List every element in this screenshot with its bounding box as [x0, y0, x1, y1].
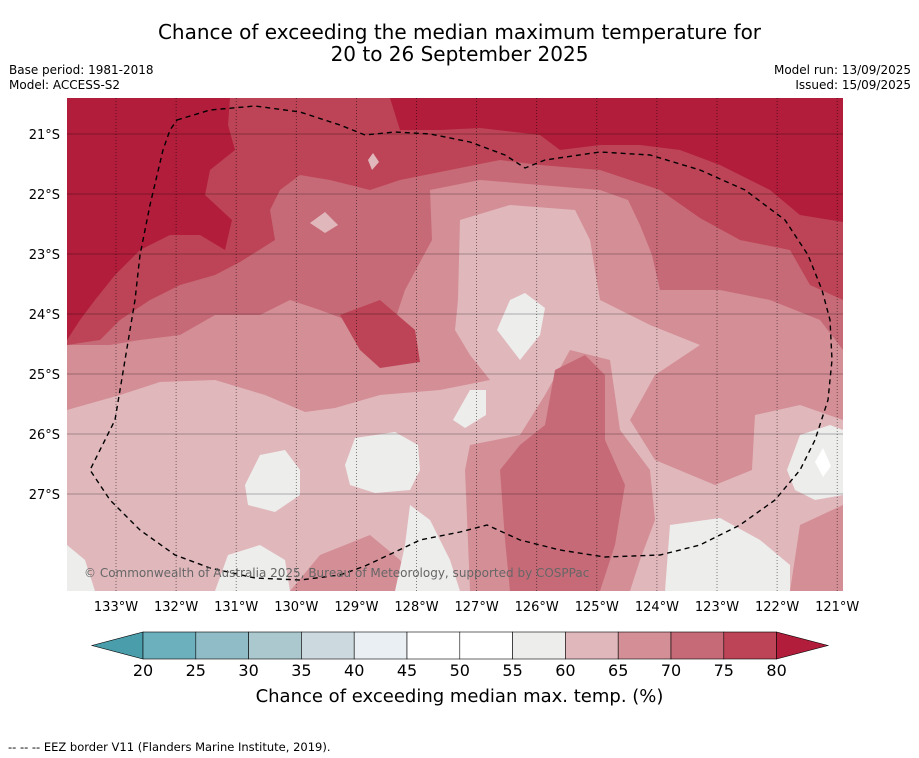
- colorbar-tick-label: 75: [714, 661, 734, 680]
- map-title-line1: Chance of exceeding the median maximum t…: [157, 20, 762, 44]
- latitude-label: 22°S: [29, 188, 60, 203]
- contour-55-60-i: [215, 545, 290, 591]
- colorbar-tick-label: 50: [450, 661, 470, 680]
- contour-above-80-west: [67, 98, 235, 340]
- issued-label: Issued: 15/09/2025: [795, 78, 911, 92]
- contour-60-65-island-b: [368, 153, 379, 170]
- contour-55-60-a: [497, 293, 545, 360]
- longitude-label: 122°W: [755, 600, 799, 615]
- latitude-label: 27°S: [29, 488, 60, 503]
- longitude-label: 125°W: [575, 600, 619, 615]
- contour-60-65-island-a: [310, 212, 338, 233]
- latitude-label: 25°S: [29, 368, 60, 383]
- colorbar: [90, 631, 830, 660]
- longitude-label: 130°W: [274, 600, 318, 615]
- contour-60-65-island-c: [69, 446, 76, 464]
- colorbar-bin: [406, 631, 461, 660]
- contour-55-60-d: [245, 450, 300, 512]
- colorbar-extend-low: [90, 631, 144, 660]
- contour-55-60-e: [787, 425, 843, 500]
- colorbar-bin: [195, 631, 249, 660]
- contour-65-70-se: [790, 505, 843, 591]
- colorbar-tick-label: 25: [186, 661, 206, 680]
- contour-55-60-h: [67, 545, 95, 591]
- longitude-label: 127°W: [455, 600, 499, 615]
- colorbar-bin: [142, 631, 197, 660]
- latitude-label: 26°S: [29, 428, 60, 443]
- contour-55-60-b: [453, 390, 486, 428]
- longitude-label: 128°W: [394, 600, 438, 615]
- eez-border: [89, 105, 833, 581]
- contour-55-60-g: [665, 518, 790, 591]
- copyright-text: © Commonwealth of Australia 2025, Bureau…: [84, 566, 589, 580]
- colorbar-label: Chance of exceeding median max. temp. (%…: [255, 686, 664, 707]
- latitude-label: 21°S: [29, 128, 60, 143]
- contour-75-80: [67, 98, 843, 345]
- gridlines: [67, 98, 843, 591]
- contour-55-60-f: [395, 505, 460, 591]
- contour-75-80-pocket: [340, 300, 420, 368]
- colorbar-tick-label: 65: [608, 661, 628, 680]
- longitude-label: 126°W: [515, 600, 559, 615]
- longitude-label: 124°W: [635, 600, 679, 615]
- base-period-label: Base period: 1981-2018: [9, 63, 154, 77]
- colorbar-bin: [353, 631, 408, 660]
- longitude-label: 131°W: [214, 600, 258, 615]
- contour-above-80-north: [390, 98, 843, 222]
- colorbar-bin: [301, 631, 355, 660]
- colorbar-tick-label: 45: [397, 661, 417, 680]
- longitude-label: 129°W: [334, 600, 378, 615]
- latitude-labels: 21°S 22°S 23°S 24°S 25°S 26°S 27°S: [29, 128, 60, 503]
- latitude-label: 24°S: [29, 308, 60, 323]
- colorbar-extend-high: [776, 631, 830, 660]
- contour-55-60-c: [345, 432, 420, 493]
- longitude-labels: 133°W 132°W 131°W 130°W 129°W 128°W 127°W 126°W…: [94, 600, 860, 615]
- map-title-line2: 20 to 26 September 2025: [330, 42, 589, 66]
- probability-contours: © Commonwealth of Australia 2025, Bureau…: [67, 98, 843, 591]
- colorbar-bin: [459, 631, 513, 660]
- colorbar-tick-label: 60: [555, 661, 575, 680]
- colorbar-bin: [670, 631, 725, 660]
- colorbar-bin: [723, 631, 777, 660]
- longitude-label: 132°W: [154, 600, 198, 615]
- longitude-label: 123°W: [695, 600, 739, 615]
- eez-footnote: -- -- -- EEZ border V11 (Flanders Marine…: [8, 740, 331, 754]
- colorbar-ticks: 20 25 30 35 40 45 50 55 60 65 70 75 80: [133, 661, 787, 680]
- colorbar-tick-label: 80: [766, 661, 786, 680]
- colorbar-tick-label: 20: [133, 661, 153, 680]
- colorbar-tick-label: 55: [502, 661, 522, 680]
- longitude-label: 121°W: [815, 600, 859, 615]
- model-run-label: Model run: 13/09/2025: [773, 63, 911, 77]
- colorbar-tick-label: 40: [344, 661, 364, 680]
- longitude-label: 133°W: [94, 600, 138, 615]
- colorbar-tick-label: 30: [238, 661, 258, 680]
- colorbar-tick-label: 35: [291, 661, 311, 680]
- colorbar-bin: [512, 631, 566, 660]
- colorbar-bin: [617, 631, 672, 660]
- colorbar-tick-label: 70: [661, 661, 681, 680]
- latitude-label: 23°S: [29, 248, 60, 263]
- contour-55-60-island: [815, 448, 831, 477]
- colorbar-bin: [565, 631, 619, 660]
- contour-70-75-south: [500, 355, 625, 591]
- model-label: Model: ACCESS-S2: [9, 78, 121, 92]
- colorbar-bin: [248, 631, 302, 660]
